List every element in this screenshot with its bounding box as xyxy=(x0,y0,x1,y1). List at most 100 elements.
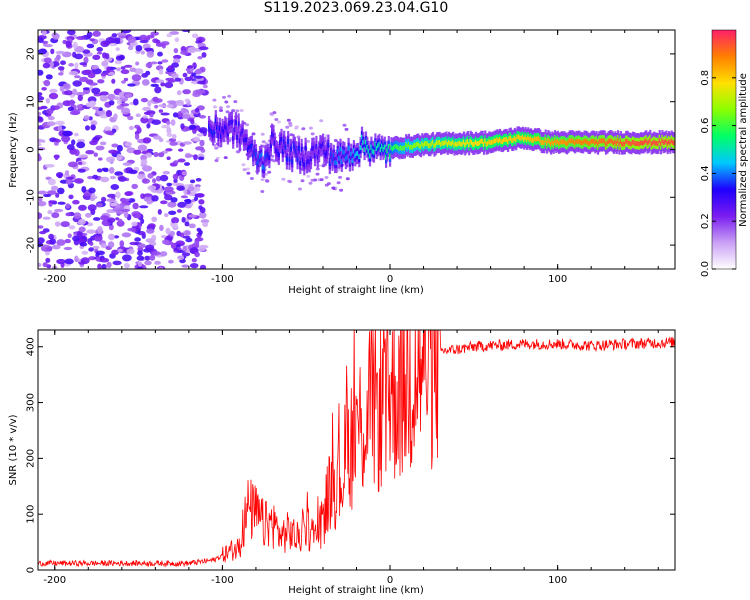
spectrogram-cell xyxy=(120,66,126,70)
spectrogram-cell xyxy=(199,139,205,147)
spectrogram-cell xyxy=(394,144,397,149)
spectrogram-cell xyxy=(504,137,507,142)
spectrogram-cell xyxy=(72,41,78,49)
spectrogram-cell xyxy=(521,134,524,140)
spectrogram-cell xyxy=(127,115,134,121)
spectrogram-cell xyxy=(111,33,118,38)
spectrogram-cell xyxy=(102,168,109,173)
spectrogram-cell xyxy=(158,109,164,113)
spectrogram-cell xyxy=(603,138,606,144)
spectrogram-cell xyxy=(253,147,256,153)
spectrogram-cell xyxy=(246,171,251,175)
spectrogram-cell xyxy=(350,151,353,157)
spectrogram-cell xyxy=(100,141,107,146)
spectrogram-cell xyxy=(105,110,113,117)
spectrogram-cell xyxy=(556,138,559,144)
spectrogram-cell xyxy=(147,173,154,179)
spectrogram-cell xyxy=(95,250,105,256)
spectrogram-cell xyxy=(309,156,313,162)
spectrogram-cell xyxy=(128,169,138,174)
spectrogram-cell xyxy=(409,144,412,150)
spectrogram-cell xyxy=(196,227,202,232)
spectrogram-cell xyxy=(568,138,571,144)
spectrogram-cell xyxy=(132,202,139,210)
spectrogram-cell xyxy=(217,133,220,138)
spectrogram-cell xyxy=(92,245,100,250)
spectrogram-cell xyxy=(619,139,622,144)
spectrogram-cell xyxy=(421,141,424,147)
spectrogram-cell xyxy=(213,105,217,109)
spectrogram-cell xyxy=(641,140,644,146)
spectrogram-cell xyxy=(54,139,62,143)
spectrogram-cell xyxy=(315,144,318,149)
spectrogram-cell xyxy=(594,140,597,146)
spectrogram-cell xyxy=(180,50,189,55)
spectrogram-cell xyxy=(87,204,97,212)
spectrogram-cell xyxy=(172,134,177,140)
spectrogram-cell xyxy=(537,136,541,141)
spectrogram-cell xyxy=(177,158,186,163)
spectrogram-cell xyxy=(100,215,109,221)
y-tick-label: -20 xyxy=(26,237,37,253)
spectrogram-cell xyxy=(272,111,277,115)
spectrogram-cell xyxy=(149,113,154,118)
spectrogram-cell xyxy=(355,151,358,157)
spectrogram-cell xyxy=(96,47,103,52)
spectrogram-cell xyxy=(194,196,198,202)
spectrogram-cell xyxy=(645,138,648,144)
spectrogram-cell xyxy=(397,145,400,150)
spectrogram-cell xyxy=(336,181,341,185)
spectrogram-cell xyxy=(54,221,61,227)
spectrogram-cell xyxy=(136,126,142,134)
spectrogram-cell xyxy=(327,142,330,148)
spectrogram-cell xyxy=(657,141,660,147)
spectrogram-cell xyxy=(478,140,482,146)
spectrogram-cell xyxy=(140,98,149,103)
spectrogram-cell xyxy=(252,153,255,159)
spectrogram-cell xyxy=(583,138,586,144)
spectrogram-cell xyxy=(517,134,520,140)
spectrogram-cell xyxy=(100,242,107,248)
spectrogram-cell xyxy=(654,140,657,146)
spectrogram-cell xyxy=(225,125,228,131)
spectrogram-cell xyxy=(114,59,122,65)
spectrogram-cell xyxy=(390,145,393,150)
spectrogram-cell xyxy=(47,178,56,186)
spectrogram-cell xyxy=(527,135,530,141)
spectrogram-cell xyxy=(74,62,79,69)
spectrogram-cell xyxy=(96,168,103,173)
snr-xlabel: Height of straight line (km) xyxy=(288,585,424,596)
spectrogram-cell xyxy=(272,133,275,138)
spectrogram-cell xyxy=(124,141,133,147)
spectrogram-cell xyxy=(113,37,121,42)
spectrogram-cell xyxy=(60,60,66,65)
spectrogram-cell xyxy=(464,142,467,148)
spectrogram-cell xyxy=(184,198,192,205)
spectrogram-cell xyxy=(225,110,230,114)
spectrogram-cell xyxy=(260,152,263,158)
spectrogram-cell xyxy=(490,139,494,145)
spectrogram-cell xyxy=(86,31,93,38)
spectrogram-cell xyxy=(134,81,140,86)
spectrogram-cell xyxy=(533,136,537,142)
spectrogram-cell xyxy=(452,140,455,145)
spectrogram-cell xyxy=(630,141,633,147)
spectrogram-cell xyxy=(161,239,170,245)
spectrogram-cell xyxy=(199,264,207,269)
spectrogram-cell xyxy=(214,159,219,163)
spectrogram-cell xyxy=(67,30,76,36)
spectrogram-cell xyxy=(226,105,231,109)
spectrogram-cell xyxy=(379,147,382,153)
spectrogram-cell xyxy=(419,144,423,150)
spectrogram-cell xyxy=(525,137,528,142)
spectrogram-cell xyxy=(184,76,193,82)
spectrogram-cell xyxy=(393,145,396,151)
spectrogram-cell xyxy=(142,106,152,112)
spectrogram-cell xyxy=(45,257,51,263)
spectrogram-cell xyxy=(139,40,149,44)
spectrogram-cell xyxy=(117,218,123,224)
spectrogram-cell xyxy=(189,263,199,269)
spectrogram-cell xyxy=(637,141,640,146)
spectrogram-cell xyxy=(271,131,274,137)
